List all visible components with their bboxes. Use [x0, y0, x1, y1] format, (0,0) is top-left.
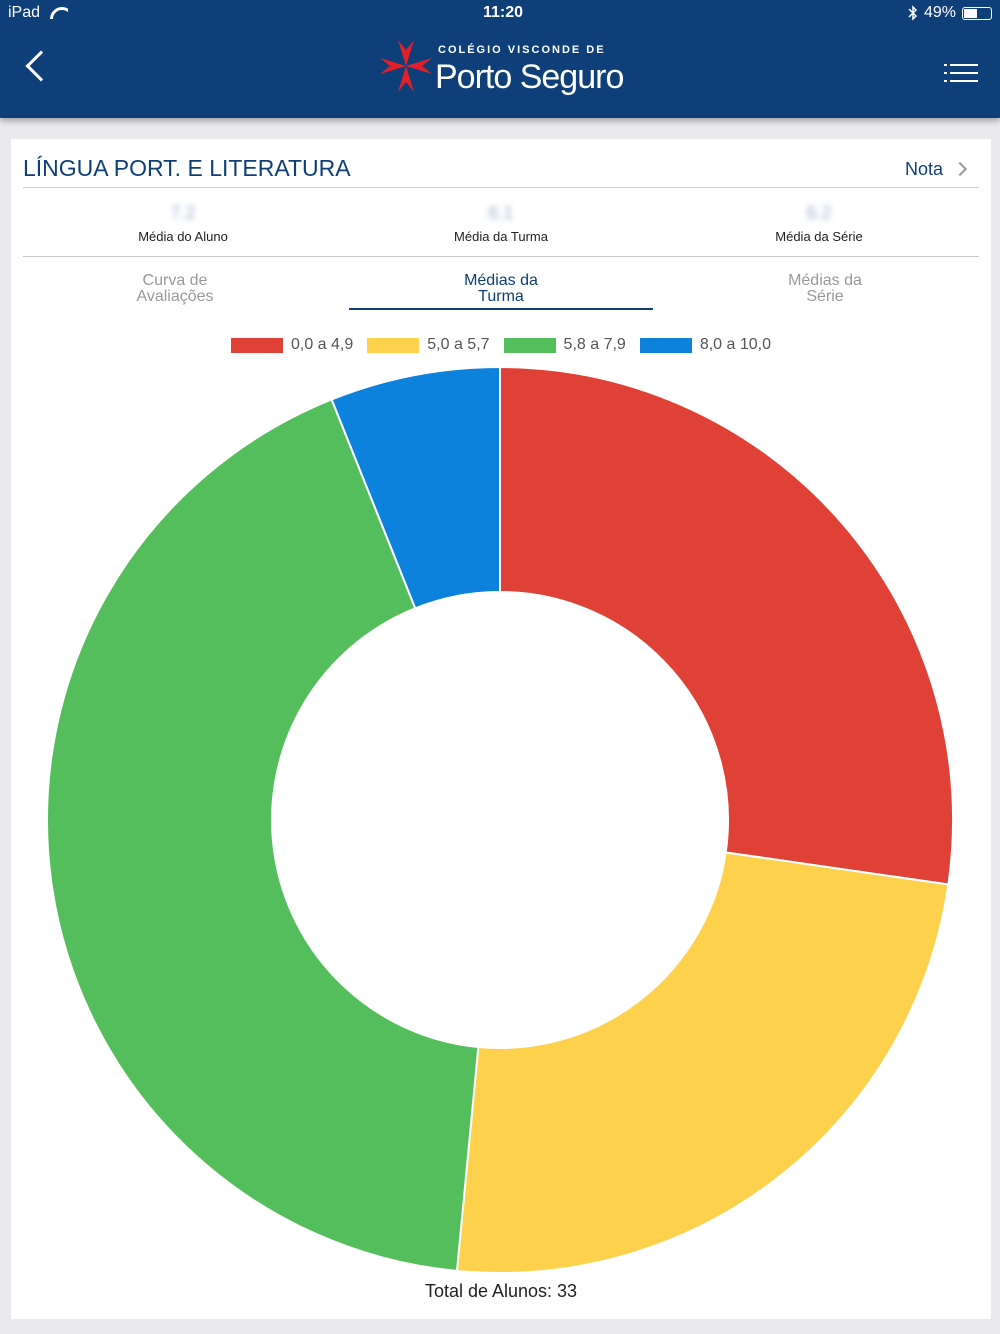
nota-link[interactable]: Nota — [904, 159, 943, 179]
logo: COLÉGIO VISCONDE DE Porto Seguro — [378, 36, 638, 100]
clock: 11:20 — [483, 4, 524, 21]
subject-title: LÍNGUA PORT. E LITERATURA — [23, 155, 351, 181]
legend-swatch — [367, 337, 420, 353]
total-label: Total de Alunos: 33 — [424, 1281, 578, 1301]
menu-button[interactable] — [944, 62, 978, 84]
status-right: 49% — [908, 4, 992, 22]
subject-card: LÍNGUA PORT. E LITERATURA Nota 7.2 Média … — [11, 139, 991, 1319]
donut-slice[interactable] — [499, 365, 954, 886]
wifi-icon — [50, 7, 68, 19]
donut-slice[interactable] — [330, 365, 501, 610]
stat-value: 6.1 — [488, 203, 514, 223]
legend-item[interactable]: 0,0 a 4,9 — [230, 336, 354, 354]
app-header: iPad 11:20 49% COLÉGIO VISCONDE DE Porto… — [0, 0, 1000, 118]
stat-value: 6.2 — [806, 203, 832, 223]
legend-item[interactable]: 8,0 a 10,0 — [639, 336, 771, 354]
logo-subtitle: COLÉGIO VISCONDE DE — [438, 44, 606, 56]
tab-curva[interactable]: Curva de Avaliações — [136, 272, 214, 305]
legend-item[interactable]: 5,8 a 7,9 — [503, 336, 626, 354]
logo-title: Porto Seguro — [435, 58, 624, 96]
stat-label: Média da Série — [775, 229, 863, 244]
legend-label: 5,0 a 5,7 — [427, 336, 490, 353]
legend-swatch — [503, 337, 556, 353]
legend-label: 0,0 a 4,9 — [290, 336, 354, 353]
device-label: iPad — [8, 4, 41, 21]
stat-aluno: 7.2 Média do Aluno — [83, 201, 283, 244]
legend-label: 8,0 a 10,0 — [699, 336, 771, 353]
legend-swatch — [230, 337, 283, 353]
donut-chart — [46, 365, 954, 1274]
stat-turma: 6.1 Média da Turma — [401, 201, 601, 244]
status-left: iPad — [8, 4, 68, 22]
donut-slice[interactable] — [455, 851, 950, 1274]
stat-label: Média do Aluno — [138, 229, 228, 244]
legend-item[interactable]: 5,0 a 5,7 — [367, 336, 490, 354]
stat-value: 7.2 — [170, 203, 196, 223]
divider — [23, 256, 979, 257]
stat-serie: 6.2 Média da Série — [719, 201, 919, 244]
stat-label: Média da Turma — [454, 229, 548, 244]
donut-slice[interactable] — [46, 398, 480, 1273]
cross-logo-icon — [380, 40, 432, 92]
tab-medias-turma[interactable]: Médias da Turma — [349, 273, 653, 310]
battery-icon — [962, 6, 992, 20]
divider — [23, 187, 979, 188]
chart-legend: 0,0 a 4,9 5,0 a 5,7 5,8 a 7,9 8,0 a 10,0 — [11, 336, 991, 354]
bluetooth-icon — [908, 5, 918, 21]
legend-label: 5,8 a 7,9 — [563, 336, 626, 353]
back-button[interactable] — [25, 50, 57, 82]
battery-percent: 49% — [923, 4, 956, 21]
legend-swatch — [639, 337, 692, 353]
tab-medias-serie[interactable]: Médias da Série — [788, 272, 862, 305]
